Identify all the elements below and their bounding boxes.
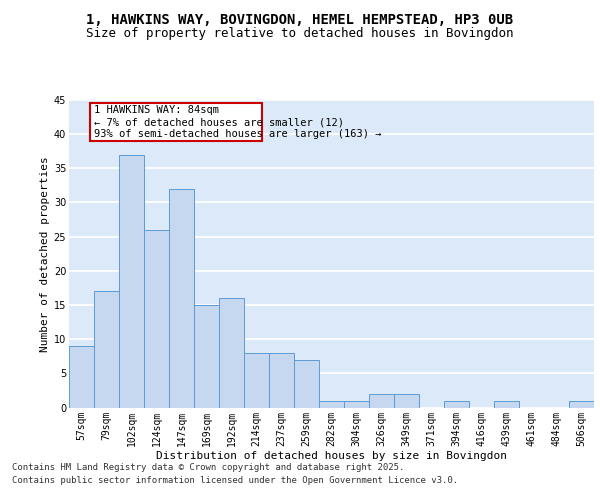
Text: 1 HAWKINS WAY: 84sqm
← 7% of detached houses are smaller (12)
93% of semi-detach: 1 HAWKINS WAY: 84sqm ← 7% of detached ho… bbox=[94, 106, 382, 138]
Bar bbox=[194, 305, 219, 408]
Bar bbox=[119, 154, 144, 408]
FancyBboxPatch shape bbox=[90, 104, 262, 141]
Bar bbox=[394, 394, 419, 407]
Bar bbox=[344, 400, 369, 407]
Text: Contains HM Land Registry data © Crown copyright and database right 2025.: Contains HM Land Registry data © Crown c… bbox=[12, 462, 404, 471]
Text: Size of property relative to detached houses in Bovingdon: Size of property relative to detached ho… bbox=[86, 28, 514, 40]
Bar bbox=[244, 353, 269, 408]
Bar bbox=[69, 346, 94, 408]
Bar bbox=[444, 400, 469, 407]
Bar bbox=[569, 400, 594, 407]
Bar bbox=[369, 394, 394, 407]
Text: Contains public sector information licensed under the Open Government Licence v3: Contains public sector information licen… bbox=[12, 476, 458, 485]
Bar bbox=[269, 353, 294, 408]
Bar bbox=[319, 400, 344, 407]
Text: 1, HAWKINS WAY, BOVINGDON, HEMEL HEMPSTEAD, HP3 0UB: 1, HAWKINS WAY, BOVINGDON, HEMEL HEMPSTE… bbox=[86, 12, 514, 26]
X-axis label: Distribution of detached houses by size in Bovingdon: Distribution of detached houses by size … bbox=[156, 451, 507, 461]
Bar bbox=[294, 360, 319, 408]
Bar bbox=[144, 230, 169, 408]
Y-axis label: Number of detached properties: Number of detached properties bbox=[40, 156, 50, 352]
Bar bbox=[169, 189, 194, 408]
Bar bbox=[219, 298, 244, 408]
Bar bbox=[494, 400, 519, 407]
Bar bbox=[94, 292, 119, 408]
